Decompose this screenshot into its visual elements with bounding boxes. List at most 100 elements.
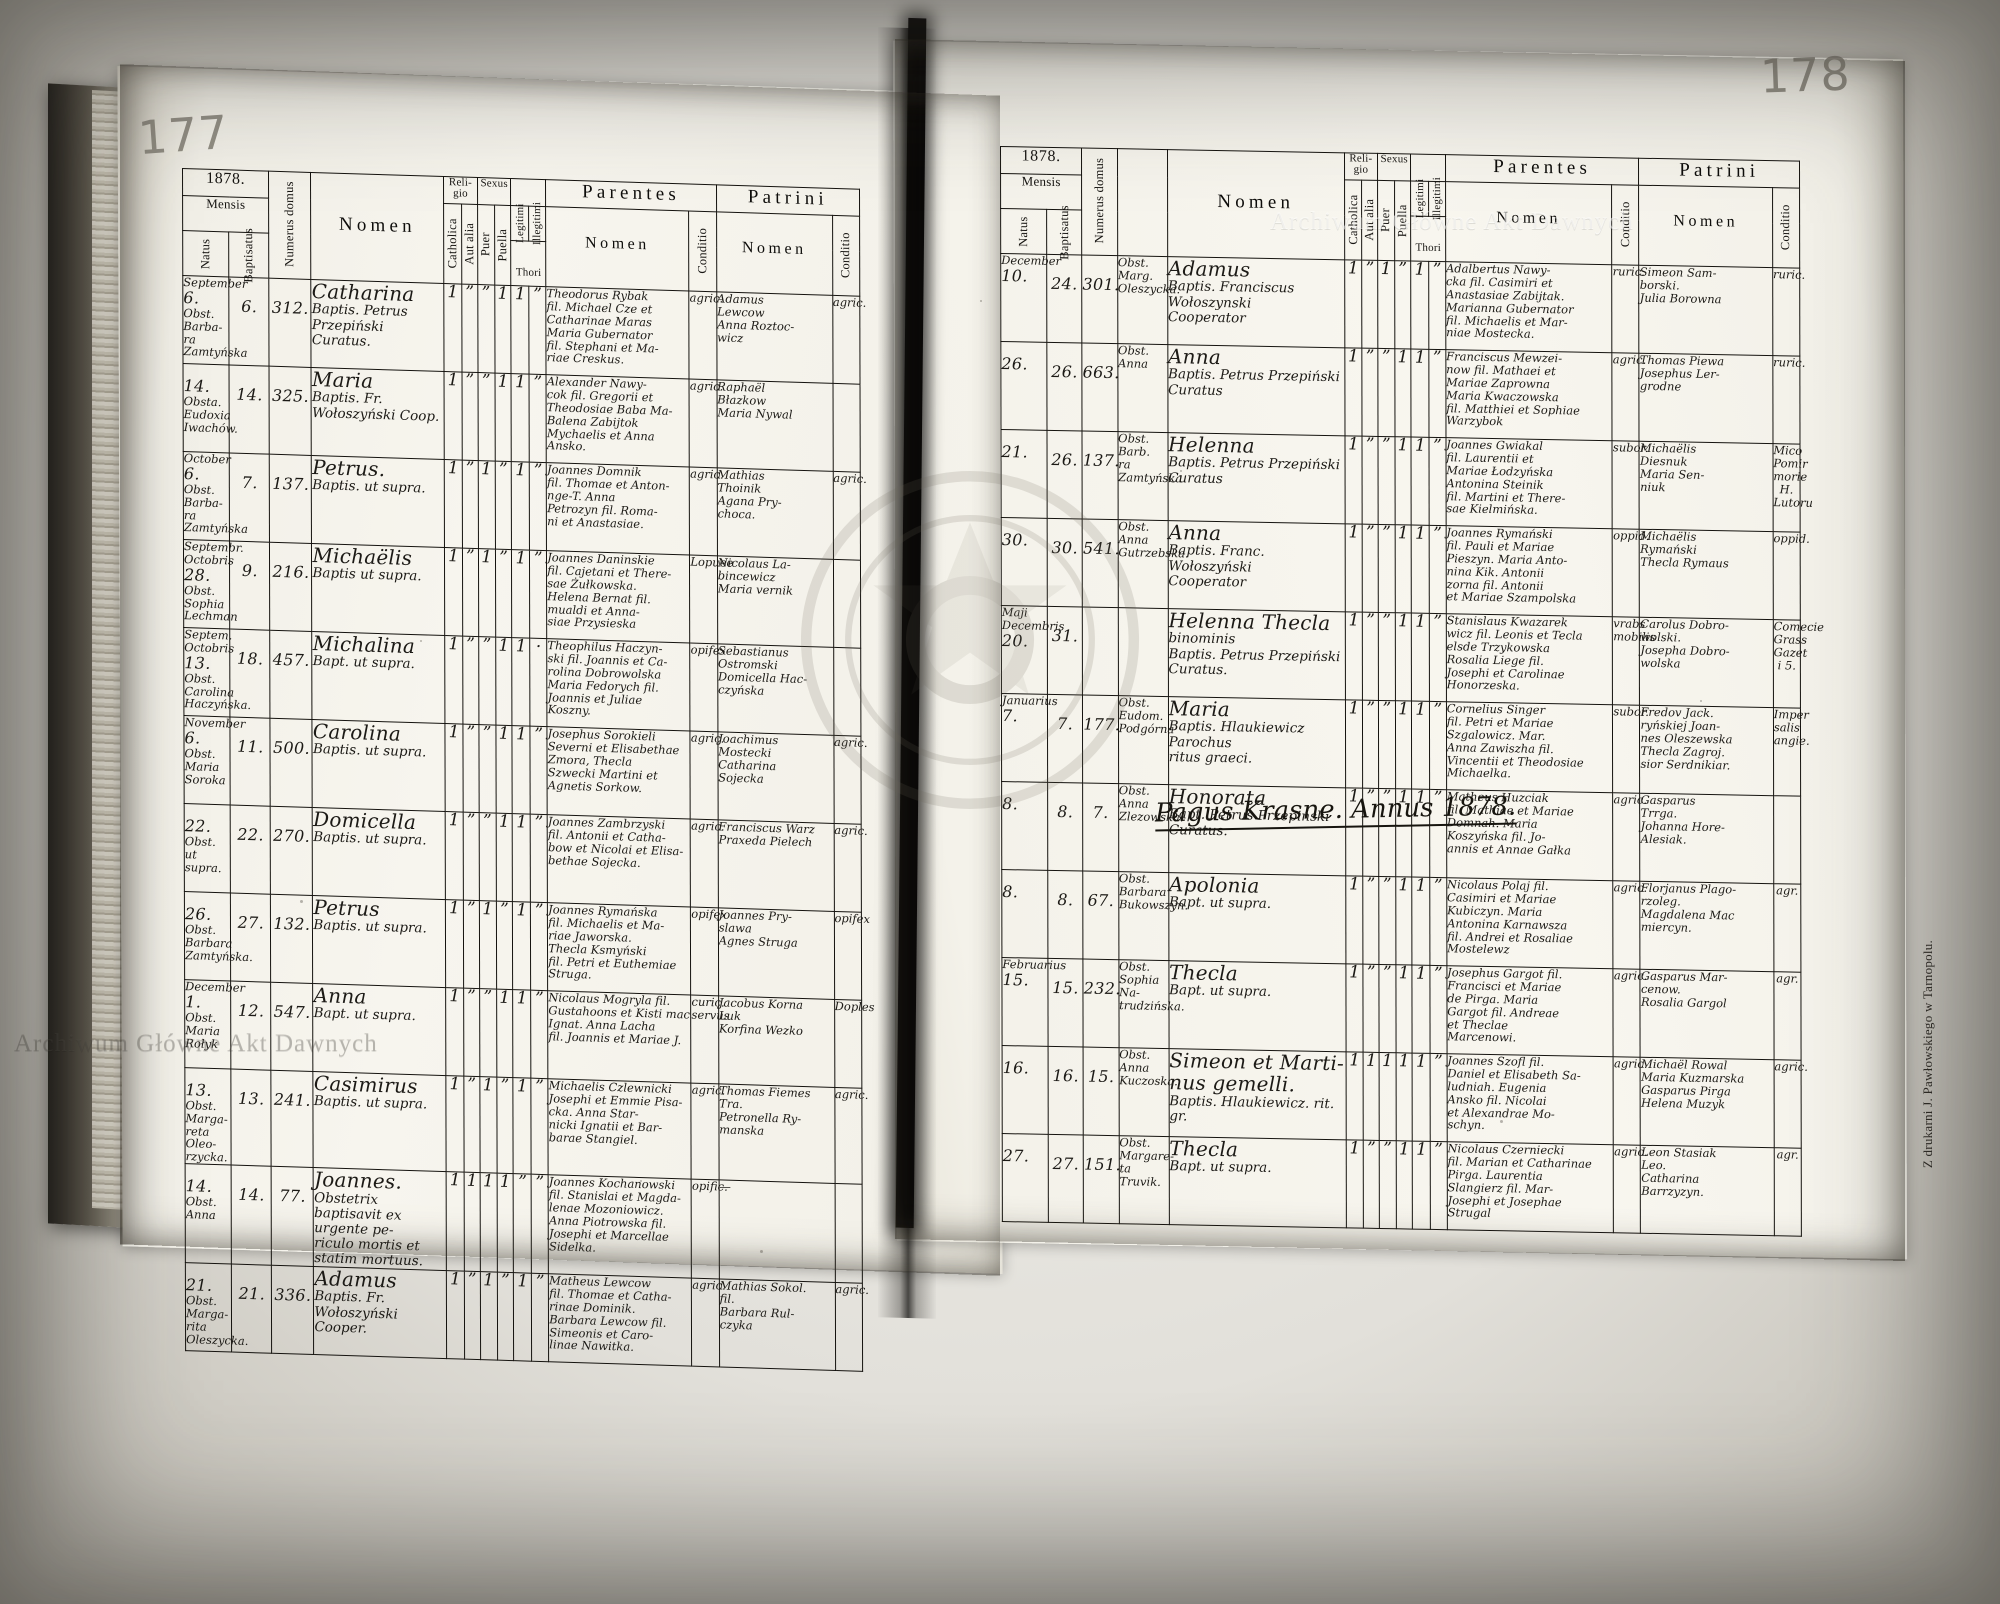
- cell-natus[interactable]: 26.: [1000, 341, 1047, 431]
- cell-obstetrix[interactable]: Obst. Barb. ra Zamtyńska: [1117, 431, 1182, 521]
- cell-baptisatus[interactable]: 30.: [1046, 518, 1083, 608]
- cell-numerus-domus[interactable]: 312.: [269, 278, 312, 368]
- cell-baptisatus[interactable]: 14.: [229, 364, 270, 455]
- cell-parentes-conditio[interactable]: opifex: [690, 907, 727, 996]
- cell-parentes-nomen[interactable]: Matheus Lewcow fil. Thomae et Catha-rinae…: [548, 1273, 692, 1367]
- cell-patrini-conditio[interactable]: agric.: [833, 735, 867, 825]
- cell-obstetrix[interactable]: Obst. Anna Gutrzebska.: [1117, 519, 1189, 609]
- cell-patrini-conditio[interactable]: agric.: [834, 1282, 869, 1372]
- cell-catholica[interactable]: 1: [1345, 874, 1364, 965]
- cell-nomen[interactable]: Maria Baptis. Fr. Wołoszyński Coop.: [311, 367, 445, 460]
- cell-legitimi[interactable]: 1: [1412, 1140, 1431, 1230]
- cell-numerus-domus[interactable]: 270.: [270, 806, 313, 896]
- cell-illegitimi[interactable]: ”: [529, 461, 547, 551]
- cell-natus[interactable]: Januarius 7.: [1001, 693, 1058, 783]
- cell-patrini-conditio[interactable]: ruric.: [1772, 267, 1805, 357]
- cell-aut-alia[interactable]: ”: [1362, 435, 1379, 525]
- cell-parentes-nomen[interactable]: Josephus Sorokieli Severni et Elisabethae…: [547, 726, 691, 820]
- cell-numerus-domus[interactable]: [1082, 607, 1119, 696]
- table-row[interactable]: 8. 8. 67. Obst. Barbara Bukowszyn. Apolonia Ba…: [1001, 869, 1801, 973]
- cell-illegitimi[interactable]: ”: [529, 373, 547, 463]
- cell-aut-alia[interactable]: ”: [461, 371, 479, 461]
- cell-nomen[interactable]: Catharina Baptis. Petrus Przepiński Curatu…: [311, 279, 445, 372]
- cell-natus[interactable]: 16.: [1002, 1045, 1049, 1135]
- cell-parentes-conditio[interactable]: Lopuee: [689, 555, 733, 644]
- table-row[interactable]: 16. 16. 15. Obst. Anna Kuczoska. Simeon et Ma…: [1002, 1045, 1808, 1149]
- cell-puella[interactable]: ”: [494, 460, 512, 550]
- cell-nomen[interactable]: Apolonia Bapt. ut supra.: [1168, 872, 1346, 964]
- cell-parentes-nomen[interactable]: Josephus Gargot fil. Francisci et Mariae d…: [1446, 965, 1614, 1057]
- cell-puer[interactable]: 1: [478, 459, 496, 550]
- cell-nomen[interactable]: Anna Bapt. ut supra.: [313, 983, 446, 1076]
- cell-puella[interactable]: 1: [1395, 963, 1413, 1054]
- cell-puella[interactable]: 1: [1394, 523, 1412, 614]
- cell-aut-alia[interactable]: 1: [1363, 1051, 1380, 1141]
- cell-legitimi[interactable]: 1: [1411, 700, 1430, 790]
- cell-puella[interactable]: 1: [496, 988, 514, 1078]
- cell-natus[interactable]: December 1. Obst. Maria Rołyk: [184, 979, 245, 1070]
- cell-natus[interactable]: November 6. Obst. Maria Soroka: [183, 715, 245, 805]
- cell-legitimi[interactable]: 1: [1411, 348, 1430, 438]
- cell-legitimi[interactable]: 1: [513, 988, 532, 1079]
- cell-illegitimi[interactable]: ”: [529, 549, 547, 639]
- cell-illegitimi[interactable]: ”: [531, 1173, 549, 1274]
- cell-catholica[interactable]: 1: [444, 370, 463, 461]
- cell-patrini-nomen[interactable]: Jacobus Korna Luk Korfina Wezko: [718, 995, 835, 1088]
- cell-aut-alia[interactable]: ”: [1363, 875, 1379, 965]
- cell-parentes-conditio[interactable]: agric.: [689, 379, 723, 468]
- cell-puella[interactable]: 1: [495, 636, 513, 726]
- cell-obstetrix[interactable]: Obst. Eudom. Podgórna: [1118, 695, 1174, 785]
- cell-patrini-nomen[interactable]: Leon Stasiak Leo. Catharina Barrzyzyn.: [1640, 1145, 1775, 1236]
- cell-puer[interactable]: 1: [1377, 259, 1395, 349]
- cell-numerus-domus[interactable]: 663.: [1082, 343, 1120, 432]
- cell-puer[interactable]: ”: [478, 635, 496, 726]
- cell-parentes-nomen[interactable]: Joannes Rymańska fil. Michaelis et Ma-ria…: [547, 902, 691, 996]
- cell-legitimi[interactable]: 1: [1411, 524, 1430, 614]
- cell-obstetrix[interactable]: Obst. Marg. Oleszycka.: [1117, 255, 1180, 345]
- cell-aut-alia[interactable]: ”: [1362, 523, 1379, 613]
- cell-patrini-conditio[interactable]: Imper salis angie.: [1773, 707, 1810, 797]
- cell-catholica[interactable]: 1: [445, 810, 464, 901]
- cell-parentes-nomen[interactable]: Theodorus Rybak fil. Michael Cze et Cathar…: [545, 286, 690, 380]
- cell-obstetrix[interactable]: Obst. Barbara Bukowszyn.: [1118, 871, 1188, 961]
- cell-parentes-conditio[interactable]: agric.: [1612, 352, 1646, 442]
- cell-patrini-nomen[interactable]: Gasparus Trrga. Johanna Hore- Alesiak.: [1640, 793, 1774, 884]
- table-row[interactable]: 21. Obst. Marga-rita Oleszycka. 21. 336. Ada…: [185, 1262, 869, 1372]
- cell-baptisatus[interactable]: 27.: [230, 892, 271, 983]
- cell-legitimi[interactable]: 1: [1411, 612, 1430, 702]
- cell-patrini-conditio[interactable]: [834, 1183, 863, 1284]
- cell-natus[interactable]: December 10.: [1000, 253, 1061, 343]
- cell-nomen[interactable]: Petrus. Baptis. ut supra.: [311, 455, 445, 548]
- cell-parentes-conditio[interactable]: oppid.: [1612, 528, 1649, 618]
- cell-legitimi[interactable]: 1: [512, 900, 531, 991]
- cell-nomen[interactable]: Michalina Bapt. ut supra.: [312, 631, 446, 724]
- cell-puer[interactable]: 1: [479, 1075, 497, 1174]
- cell-patrini-nomen[interactable]: Sebastianus Ostromski Domicella Hac-czyńsk…: [717, 643, 834, 736]
- cell-catholica[interactable]: 1: [444, 458, 463, 549]
- cell-natus[interactable]: October 6. Obst. Barba-ra Zamtyńska: [183, 451, 248, 541]
- cell-legitimi[interactable]: 1: [1411, 260, 1429, 350]
- cell-baptisatus[interactable]: 8.: [1047, 782, 1084, 872]
- cell-numerus-domus[interactable]: 15.: [1083, 1047, 1119, 1136]
- cell-parentes-nomen[interactable]: Joannes Szofl fil. Daniel et Elisabeth Sa…: [1446, 1053, 1614, 1145]
- cell-parentes-nomen[interactable]: Michaelis Czlewnicki Josephi et Emmie Pis…: [548, 1078, 692, 1180]
- cell-natus[interactable]: Maji Decembris 20.: [1001, 605, 1064, 695]
- cell-nomen[interactable]: Carolina Baptis. ut supra.: [312, 719, 446, 812]
- cell-puella[interactable]: 1: [494, 372, 512, 462]
- table-row[interactable]: Maji Decembris 20. 31. Helenna Thecla binom…: [1001, 605, 1824, 709]
- cell-patrini-conditio[interactable]: ruric.: [1772, 355, 1805, 445]
- cell-patrini-nomen[interactable]: Simeon Sam-borski. Julia Borowna: [1639, 265, 1773, 356]
- cell-catholica[interactable]: 1: [1344, 522, 1363, 613]
- cell-puer[interactable]: ”: [1378, 523, 1396, 613]
- cell-numerus-domus[interactable]: 151.: [1083, 1135, 1121, 1224]
- cell-catholica[interactable]: 1: [445, 898, 464, 989]
- cell-natus[interactable]: Septem. Octobris 13. Obst. Carolina Haczyńs…: [183, 627, 251, 717]
- cell-baptisatus[interactable]: 26.: [1046, 342, 1083, 432]
- cell-aut-alia[interactable]: ”: [1362, 611, 1379, 701]
- cell-catholica[interactable]: 1: [445, 722, 464, 813]
- cell-natus[interactable]: Septembr. Octobris 28. Obst. Sophia Lechman: [183, 539, 244, 629]
- cell-patrini-nomen[interactable]: Gasparus Mar-cenow. Rosalia Gargol: [1640, 969, 1774, 1060]
- cell-parentes-nomen[interactable]: Joannes Domnik fil. Thomae et Anton-nge-T…: [546, 462, 690, 556]
- cell-puella[interactable]: 1: [1394, 435, 1412, 526]
- cell-aut-alia[interactable]: ”: [463, 1075, 480, 1173]
